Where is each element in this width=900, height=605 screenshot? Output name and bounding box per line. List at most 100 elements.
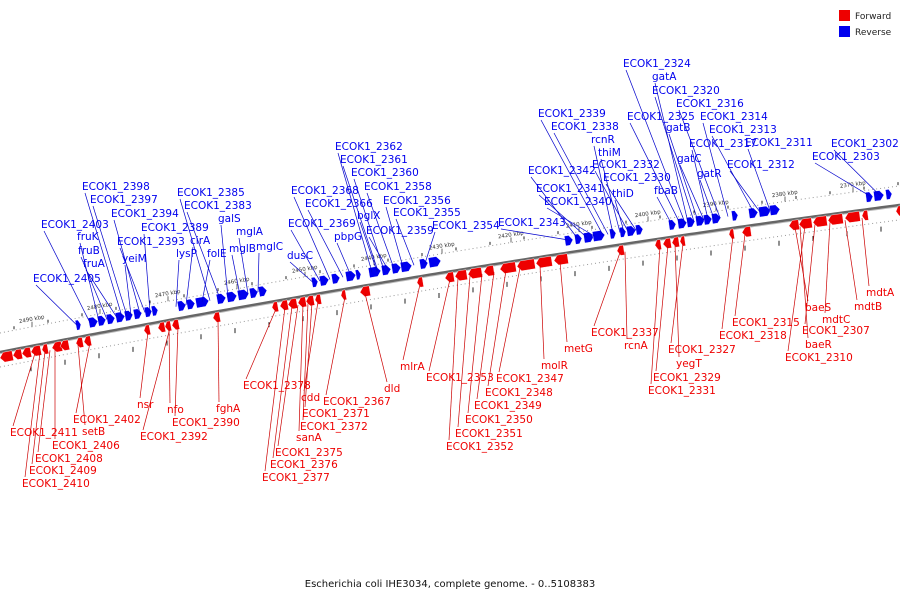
forward-gene-label: ECOK1_2310: [785, 352, 853, 364]
forward-gene-label: ECOK1_2337: [591, 327, 659, 339]
forward-leader-line: [498, 267, 521, 373]
reverse-gene-label: ECOK1_2366: [305, 198, 373, 210]
reverse-gene-label: fruK: [77, 231, 100, 243]
reverse-leader-line: [605, 183, 637, 231]
gene-arrow: [895, 205, 900, 217]
reverse-gene-label: ECOK1_2303: [812, 151, 880, 163]
reverse-leader-line: [600, 158, 621, 233]
reverse-leader-line: [385, 206, 404, 268]
reverse-gene-label: ECOK1_2320: [652, 85, 720, 97]
forward-leader-line: [245, 308, 277, 380]
reverse-leader-line: [84, 192, 123, 317]
gene-arrow: [626, 225, 637, 237]
reverse-gene-label: ECOK1_2325: [627, 111, 695, 123]
gene-arrow: [662, 237, 672, 249]
forward-gene-label: ECOK1_2408: [35, 453, 103, 465]
forward-leader-line: [302, 303, 309, 421]
forward-gene-label: cdd: [301, 392, 320, 404]
forward-gene-label: ECOK1_2349: [474, 400, 542, 412]
forward-leader-line: [804, 224, 816, 325]
forward-gene-label: ECOK1_2376: [270, 459, 338, 471]
reverse-gene-label: gatA: [652, 71, 677, 83]
reverse-gene-label: ECOK1_2317: [689, 138, 757, 150]
gene-arrow: [553, 253, 569, 266]
gene-arrow: [686, 216, 696, 228]
reverse-gene-label: fruB: [78, 245, 100, 257]
gene-arrow: [483, 265, 495, 277]
forward-leader-line: [861, 217, 870, 287]
reverse-leader-line: [293, 196, 331, 280]
forward-leader-line: [217, 319, 220, 403]
reverse-leader-line: [614, 199, 625, 233]
gene-arrow: [150, 305, 159, 317]
forward-leader-line: [142, 327, 171, 431]
reverse-gene-label: ECOK1_2389: [141, 222, 209, 234]
reverse-leader-line: [80, 256, 108, 320]
forward-leader-line: [670, 243, 684, 344]
reverse-leader-line: [729, 170, 761, 213]
reverse-leader-line: [143, 233, 151, 312]
forward-leader-line: [674, 244, 680, 358]
reverse-gene-label: fruA: [83, 258, 106, 270]
reverse-leader-line: [500, 228, 571, 241]
gene-arrow: [748, 207, 759, 219]
forward-leader-line: [467, 274, 483, 414]
gene-arrow: [215, 293, 227, 305]
reverse-leader-line: [238, 237, 249, 294]
reverse-track-guide: [0, 185, 900, 334]
gene-arrow: [418, 258, 429, 270]
gene-arrow: [619, 226, 627, 238]
forward-gene-label: ECOK1_2411: [10, 427, 78, 439]
gene-arrow: [731, 210, 739, 222]
gene-arrow: [679, 235, 686, 247]
reverse-leader-line: [257, 252, 260, 293]
forward-gene-label: ECOK1_2331: [648, 385, 716, 397]
forward-leader-line: [139, 331, 149, 399]
reverse-gene-label: thiM: [598, 147, 621, 159]
reverse-gene-label: ECOK1_2355: [393, 207, 461, 219]
genome-caption: Escherichia coli IHE3034, complete genom…: [305, 579, 595, 590]
forward-gene-label: mdtB: [854, 301, 882, 313]
reverse-leader-line: [629, 122, 681, 224]
reverse-gene-label: ECOK1_2362: [335, 141, 403, 153]
gene-arrow: [574, 233, 583, 245]
forward-leader-line: [37, 350, 51, 453]
forward-gene-label: ECOK1_2315: [732, 317, 800, 329]
tick-label: 2430 kbp: [429, 242, 456, 252]
forward-leader-line: [655, 245, 669, 372]
reverse-gene-label: gatC: [677, 153, 702, 165]
reverse-gene-label: mglC: [256, 241, 283, 253]
gene-arrow: [297, 296, 307, 308]
reverse-leader-line: [538, 194, 588, 238]
gene-arrow: [0, 350, 14, 363]
reverse-leader-line: [185, 246, 194, 305]
reverse-leader-line: [395, 218, 415, 266]
forward-gene-label: mdtC: [822, 314, 850, 326]
reverse-leader-line: [368, 236, 389, 270]
gene-arrow: [236, 289, 250, 301]
forward-gene-label: ECOK1_2318: [719, 330, 787, 342]
reverse-gene-label: mglB: [229, 243, 256, 255]
reverse-leader-line: [424, 231, 436, 264]
gene-arrow-layer: [0, 189, 900, 363]
forward-gene-label: ECOK1_2351: [455, 428, 523, 440]
reverse-leader-line: [366, 192, 395, 269]
reverse-leader-line: [699, 179, 715, 219]
reverse-gene-label: ECOK1_2343: [498, 217, 566, 229]
gene-arrow: [635, 224, 644, 236]
forward-gene-label: ECOK1_2329: [653, 372, 721, 384]
leader-line-layer: [12, 69, 881, 478]
forward-gene-label: metG: [564, 343, 593, 355]
gene-arrow: [12, 348, 24, 360]
forward-gene-label: nfo: [167, 404, 184, 416]
forward-gene-label: nsr: [137, 399, 154, 411]
forward-leader-line: [428, 279, 451, 372]
forward-leader-line: [272, 305, 293, 459]
gene-arrow: [212, 311, 222, 323]
reverse-leader-line: [35, 284, 78, 326]
gene-arrow: [671, 236, 680, 248]
reverse-gene-label: folE: [207, 248, 227, 260]
forward-gene-label: molR: [541, 360, 568, 372]
